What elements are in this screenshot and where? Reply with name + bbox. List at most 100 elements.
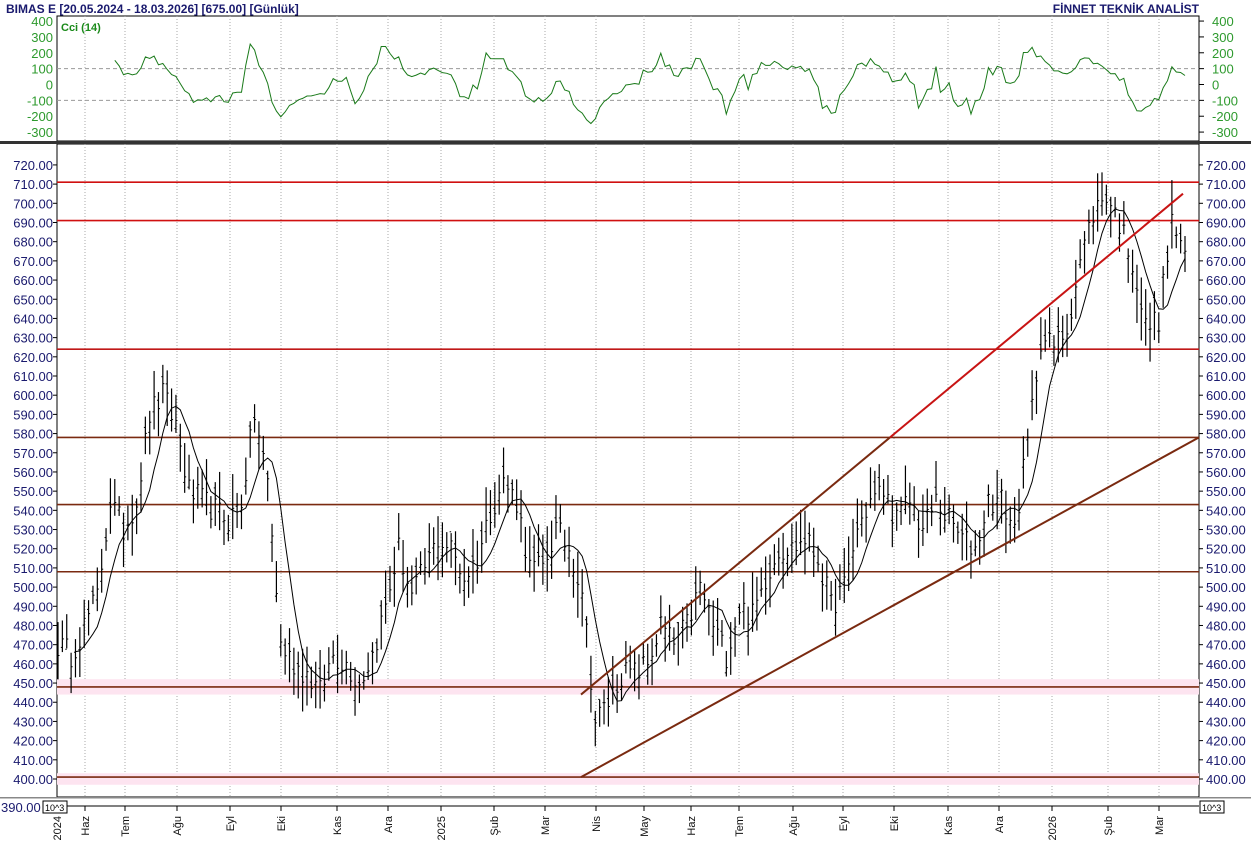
price-ytick-right: 570.00: [1206, 446, 1246, 461]
cci-ytick-right: -300: [1212, 125, 1238, 140]
price-ytick-right: 590.00: [1206, 407, 1246, 422]
support-band: [57, 773, 1199, 785]
price-ytick-left: 700.00: [13, 196, 53, 211]
x-month-label: 2026: [1047, 816, 1059, 840]
price-ytick-right: 470.00: [1206, 638, 1246, 653]
x-month-label: Tem: [120, 816, 132, 837]
price-panel: 720.00 720.00 710.00 710.00 700.00 700.00 690.…: [13, 143, 1246, 798]
x-month-label: Ağu: [788, 816, 800, 836]
trendline-channel-lower-part: [580, 436, 891, 696]
price-ytick-right: 550.00: [1206, 484, 1246, 499]
cci-ytick-left: -300: [27, 125, 53, 140]
price-ytick-left: 640.00: [13, 311, 53, 326]
x-month-label: Mar: [540, 816, 552, 835]
price-ytick-left: 430.00: [13, 714, 53, 729]
cci-frame: [56, 15, 1200, 142]
chart-title: BIMAS E [20.05.2024 - 18.03.2026] [675.0…: [6, 2, 299, 16]
x-month-label: Ara: [994, 815, 1006, 833]
scale-box-right: [1199, 800, 1225, 814]
x-month-label: Haz: [686, 816, 698, 836]
x-month-label: Tem: [734, 816, 746, 837]
price-ytick-right: 420.00: [1206, 734, 1246, 749]
price-ytick-left: 670.00: [13, 254, 53, 269]
cci-ytick-left: -200: [27, 109, 53, 124]
price-ytick-right: 510.00: [1206, 561, 1246, 576]
price-ytick-left: 590.00: [13, 407, 53, 422]
cci-ytick-right: 0: [1212, 78, 1219, 93]
x-month-label: Şub: [1103, 816, 1115, 836]
cci-ytick-left: 200: [31, 46, 53, 61]
scale-label-left: 10^3: [45, 803, 64, 813]
x-axis: 2024 Haz Tem Ağu Eyl Eki Kas Ara 2025 Şub Mar Nis Ma…: [52, 805, 1199, 840]
price-ytick-left: 680.00: [13, 235, 53, 250]
cci-ytick-left: 100: [31, 62, 53, 77]
scale-label-right: 10^3: [1202, 803, 1221, 813]
cci-ytick-left: 300: [31, 30, 53, 45]
trendline-support: [580, 436, 1200, 778]
price-ytick-left: 450.00: [13, 676, 53, 691]
x-month-label: Eyl: [225, 816, 237, 831]
cci-ytick-right: 300: [1212, 30, 1234, 45]
price-ytick-right: 430.00: [1206, 714, 1246, 729]
price-ytick-left: 520.00: [13, 542, 53, 557]
price-ytick-left: 420.00: [13, 734, 53, 749]
cci-ytick-right: 100: [1212, 62, 1234, 77]
price-ytick-right: 440.00: [1206, 695, 1246, 710]
price-frame: [56, 143, 1200, 798]
price-ytick-right: 400.00: [1206, 772, 1246, 787]
x-month-label: Haz: [80, 816, 92, 836]
price-ytick-right: 650.00: [1206, 292, 1246, 307]
price-ytick-left: 570.00: [13, 446, 53, 461]
price-ytick-left: 470.00: [13, 638, 53, 653]
x-month-label: Eki: [276, 816, 288, 831]
panel-separator: [0, 141, 1251, 144]
cci-ytick-left: -100: [27, 93, 53, 108]
cci-ytick-left: 0: [46, 78, 53, 93]
price-ytick-right: 480.00: [1206, 618, 1246, 633]
cci-ytick-left: 400: [31, 14, 53, 29]
cci-ytick-right: 200: [1212, 46, 1234, 61]
price-ytick-left: 480.00: [13, 618, 53, 633]
price-ytick-right: 410.00: [1206, 753, 1246, 768]
x-month-label: Kas: [332, 816, 344, 835]
price-ytick-right: 490.00: [1206, 599, 1246, 614]
x-month-label: Eki: [889, 816, 901, 831]
price-ytick-left: 690.00: [13, 215, 53, 230]
price-ytick-right: 720.00: [1206, 158, 1246, 173]
cci-ytick-right: 400: [1212, 14, 1234, 29]
brand-label: FİNNET TEKNİK ANALİST: [1053, 1, 1200, 16]
price-ytick-right: 690.00: [1206, 215, 1246, 230]
price-ytick-left: 620.00: [13, 350, 53, 365]
price-ytick-left: 400.00: [13, 772, 53, 787]
price-ytick-right: 610.00: [1206, 369, 1246, 384]
price-ytick-left: 500.00: [13, 580, 53, 595]
price-ytick-left: 650.00: [13, 292, 53, 307]
scale-box-left: [42, 800, 68, 814]
price-ytick-left: 630.00: [13, 331, 53, 346]
x-month-label: 2025: [436, 816, 448, 840]
price-ytick-left: 580.00: [13, 427, 53, 442]
x-month-label: Nis: [591, 816, 603, 832]
price-ytick-left: 550.00: [13, 484, 53, 499]
cci-ytick-right: -100: [1212, 93, 1238, 108]
price-ytick-left: 440.00: [13, 695, 53, 710]
price-ytick-left: 540.00: [13, 503, 53, 518]
price-ytick-left: 460.00: [13, 657, 53, 672]
x-month-label: Eyl: [838, 816, 850, 831]
price-ytick-right: 600.00: [1206, 388, 1246, 403]
price-ytick-right: 560.00: [1206, 465, 1246, 480]
price-ytick-left: 610.00: [13, 369, 53, 384]
price-ytick-right: 580.00: [1206, 427, 1246, 442]
price-ytick-right: 620.00: [1206, 350, 1246, 365]
price-ytick-right: 540.00: [1206, 503, 1246, 518]
price-ytick-left: 600.00: [13, 388, 53, 403]
price-ytick-left: 510.00: [13, 561, 53, 576]
price-ytick-right: 500.00: [1206, 580, 1246, 595]
price-ytick-right: 530.00: [1206, 523, 1246, 538]
x-month-label: Ağu: [172, 816, 184, 836]
price-ytick-left: 660.00: [13, 273, 53, 288]
price-ytick-right: 660.00: [1206, 273, 1246, 288]
x-month-label: Şub: [489, 816, 501, 836]
